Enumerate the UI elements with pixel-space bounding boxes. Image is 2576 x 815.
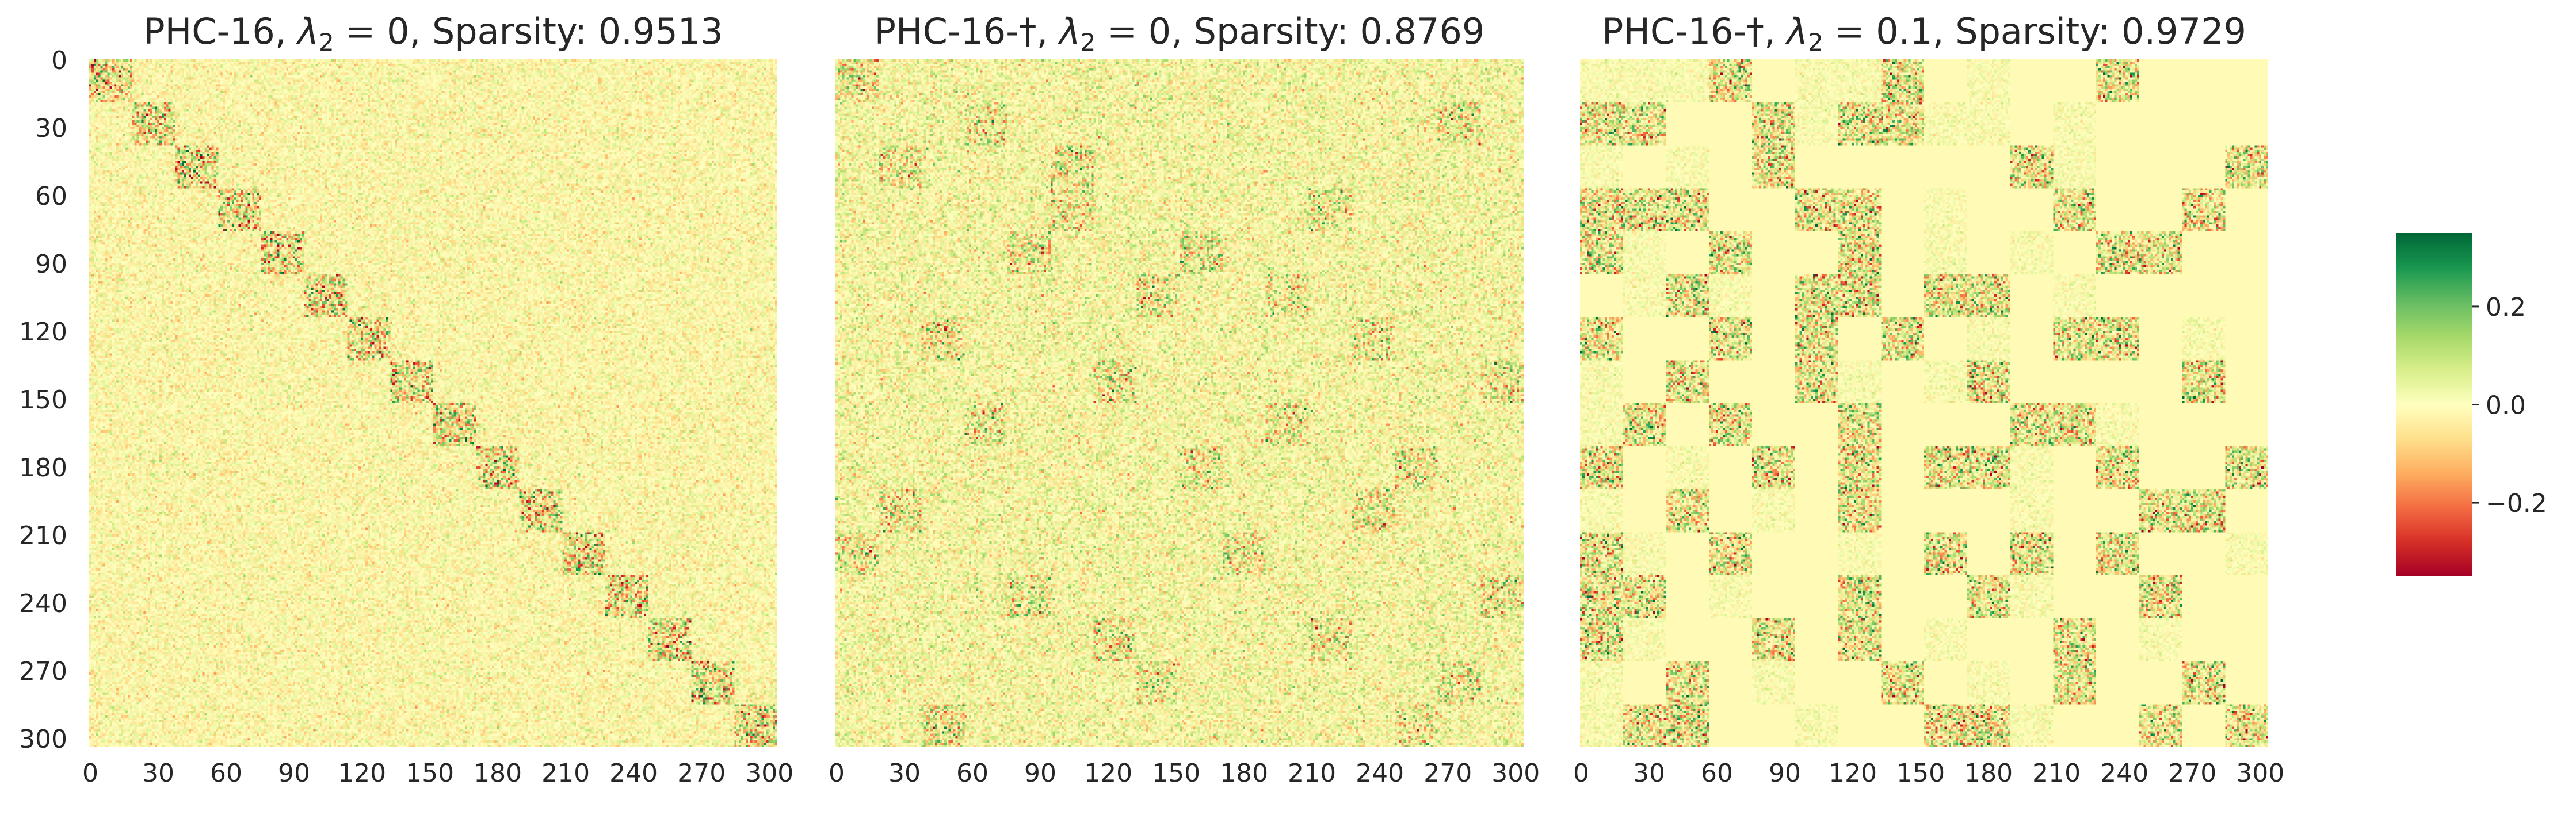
x-tick-label: 90: [1769, 759, 1801, 788]
x-tick-label: 300: [2236, 759, 2284, 788]
x-tick-label: 180: [1220, 759, 1268, 788]
y-tick-label: 30: [35, 114, 67, 143]
x-tick-label: 150: [1152, 759, 1200, 788]
y-tick-label: 90: [35, 250, 67, 279]
y-tick-label: 180: [19, 453, 67, 483]
x-tick-label: 120: [1829, 759, 1877, 788]
y-tick-label: 210: [19, 521, 67, 550]
y-tick-label: 150: [19, 385, 67, 415]
x-tick-label: 30: [888, 759, 921, 788]
x-tick-label: 0: [1573, 759, 1589, 788]
x-tick-label: 180: [1964, 759, 2013, 788]
x-tick-label: 60: [1701, 759, 1733, 788]
heatmap-1: [835, 59, 1524, 747]
x-tick-label: 90: [1024, 759, 1056, 788]
x-tick-label: 150: [406, 759, 454, 788]
colorbar: [2396, 233, 2472, 576]
x-tick-label: 210: [541, 759, 590, 788]
x-tick-label: 150: [1896, 759, 1945, 788]
y-tick-label: 240: [19, 589, 67, 618]
x-tick-label: 180: [474, 759, 522, 788]
x-tick-label: 120: [1084, 759, 1132, 788]
x-tick-label: 30: [1633, 759, 1665, 788]
y-tick-label: 270: [19, 657, 67, 686]
x-tick-label: 210: [2032, 759, 2081, 788]
y-tick-label: 0: [51, 46, 67, 75]
x-tick-label: 0: [82, 759, 98, 788]
x-tick-label: 60: [956, 759, 989, 788]
x-tick-label: 210: [1288, 759, 1336, 788]
x-tick-label: 60: [210, 759, 242, 788]
x-tick-label: 90: [278, 759, 310, 788]
heatmap-title-0: PHC-16, λ2 = 0, Sparsity: 0.9513: [143, 10, 723, 56]
x-tick-label: 240: [2100, 759, 2148, 788]
x-tick-label: 240: [1356, 759, 1404, 788]
heatmap-2: [1580, 59, 2268, 747]
x-tick-label: 240: [609, 759, 658, 788]
y-tick-label: 300: [19, 725, 67, 754]
heatmap-title-1: PHC-16-†, λ2 = 0, Sparsity: 0.8769: [875, 10, 1485, 56]
x-tick-label: 120: [338, 759, 386, 788]
heatmap-0: [89, 59, 777, 747]
x-tick-label: 270: [677, 759, 726, 788]
colorbar-tick-label: 0.2: [2486, 293, 2526, 322]
x-tick-label: 0: [829, 759, 845, 788]
x-tick-label: 30: [142, 759, 174, 788]
colorbar-tick-label: 0.0: [2486, 391, 2526, 420]
y-tick-label: 60: [35, 182, 67, 211]
heatmap-title-2: PHC-16-†, λ2 = 0.1, Sparsity: 0.9729: [1602, 10, 2246, 56]
colorbar-tick-label: −0.2: [2486, 489, 2547, 518]
x-tick-label: 300: [745, 759, 793, 788]
x-tick-label: 270: [2168, 759, 2216, 788]
x-tick-label: 300: [1491, 759, 1540, 788]
x-tick-label: 270: [1424, 759, 1472, 788]
y-tick-label: 120: [19, 317, 67, 347]
